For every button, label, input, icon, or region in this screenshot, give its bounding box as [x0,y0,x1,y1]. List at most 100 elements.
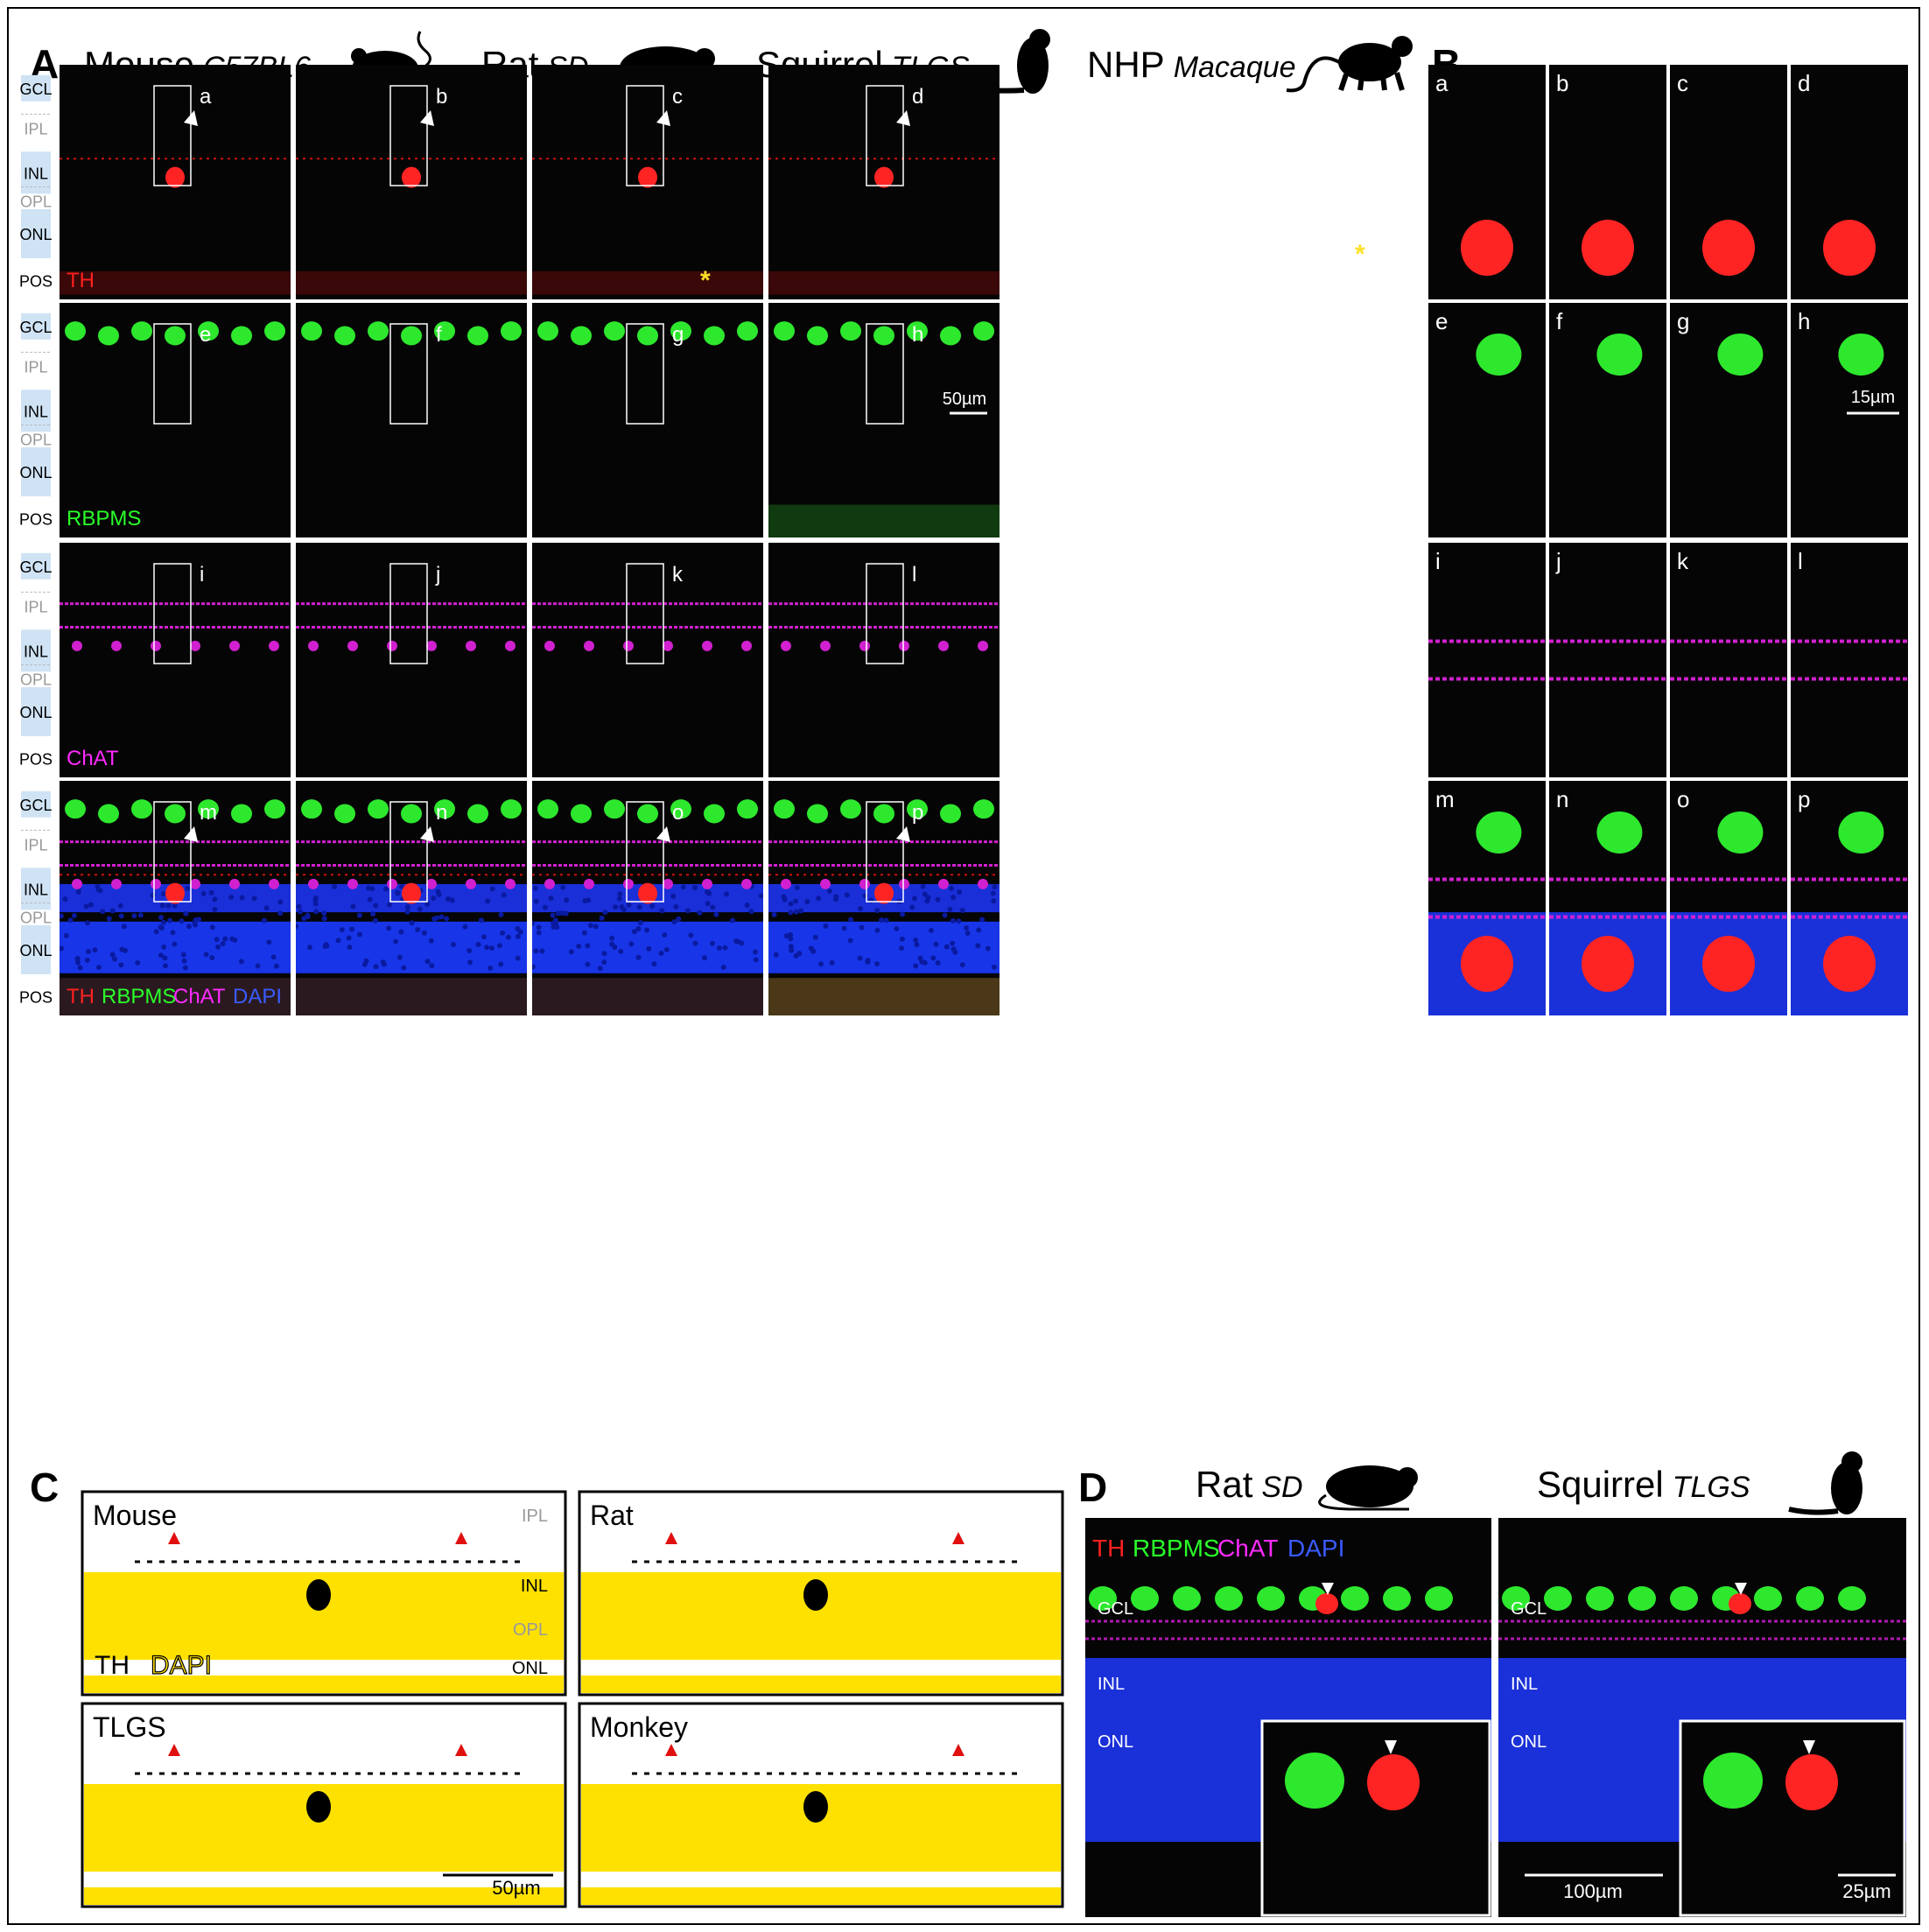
layer-label: OPL [20,671,52,688]
squirrel-silhouette-icon [971,29,1050,94]
rbpms-cell [774,321,795,341]
nucleus [277,910,284,917]
nucleus [498,911,504,917]
layer-band [21,74,51,102]
tile-content [768,602,1000,651]
nucleus [200,890,207,896]
layer-label: POS [19,511,53,529]
nucleus [559,910,565,917]
pos-band [532,978,763,1015]
micrograph-tile [60,65,291,299]
nucleus [106,916,112,922]
inset-frame [1260,1719,1491,1917]
nucleus [158,914,165,920]
panel-label-c: C [30,1465,60,1510]
header-d-rat: Rat SD [1196,1464,1303,1506]
layer-label: POS [19,989,53,1007]
nucleus [75,889,81,896]
nucleus [517,929,523,935]
species-name: NHP [1087,44,1165,85]
nucleus [424,959,431,965]
chat-cell [623,878,634,889]
nucleus [181,958,187,964]
th-cell-body [1367,1754,1420,1810]
red-arrowhead-icon [665,1532,677,1544]
inset-letter: g [672,323,684,347]
rbpms-cell [65,321,86,341]
nucleus [438,914,445,920]
inset-tile: h [1791,303,1908,537]
nucleus [663,946,670,952]
rbpms-cell [973,321,994,341]
chat-cell [741,640,752,651]
nucleus [550,912,556,918]
th-cell-body [402,882,421,904]
rbpms-cell [1596,333,1643,376]
nucleus [858,906,864,912]
roi-box [153,563,192,664]
nucleus [691,884,698,890]
nucleus [382,886,389,892]
asterisk-marker: * [1355,240,1365,269]
layer-label: INL [24,165,48,182]
chat-cell [978,878,988,889]
nucleus [350,903,356,910]
inset-letter: e [200,323,211,347]
chat-cell [781,878,791,889]
nucleus [212,906,218,912]
arrowhead-icon [896,826,910,842]
layer-label: OPL [20,193,52,210]
inset-letter: d [1798,70,1810,96]
nucleus [500,930,506,936]
nucleus [943,944,950,950]
chat-cell [505,640,516,651]
rbpms-cell [1544,1586,1572,1611]
nucleus [781,894,787,900]
micrograph-tile [60,781,291,1015]
nucleus [429,963,435,969]
nucleus [602,910,608,916]
chat-cell [663,878,673,889]
inset-letter: o [672,801,684,825]
inset-tile: k [1670,543,1787,777]
nucleus [883,917,889,924]
nucleus [209,924,215,931]
nucleus [100,909,106,915]
nucleus [985,945,991,952]
chat-cell [623,640,634,651]
chat-cell [387,640,397,651]
scale-bar-label: 100µm [1563,1880,1623,1902]
nucleus [62,896,68,903]
nucleus [818,961,824,967]
nucleus [536,924,542,931]
chat-cell [269,878,279,889]
nucleus [788,944,794,950]
grayscale-tile: Rat [578,1490,1064,1697]
nucleus [335,938,341,944]
species-name: Squirrel [1537,1464,1664,1505]
rbpms-cell [334,804,355,824]
inset-letter: d [912,85,923,109]
nucleus [619,904,625,910]
nucleus [170,930,176,936]
nucleus [515,925,521,931]
nucleus [180,952,186,958]
nucleus [947,906,953,912]
micrograph-tile [768,781,1000,1015]
rbpms-cell [1476,811,1522,854]
nucleus [386,925,392,931]
inset-letter: o [1677,786,1689,812]
inset-letter: j [1555,548,1561,574]
nucleus [713,911,719,917]
nucleus [239,895,245,901]
pos-band [296,270,527,295]
inset-letter: l [912,563,916,587]
nucleus [874,927,880,933]
nucleus [312,895,319,901]
chat-cell [505,878,516,889]
rbpms-cell [704,804,725,824]
tile-content [65,321,285,346]
nucleus [551,924,557,931]
chat-cell [426,640,437,651]
th-cell-body [1315,1593,1338,1614]
